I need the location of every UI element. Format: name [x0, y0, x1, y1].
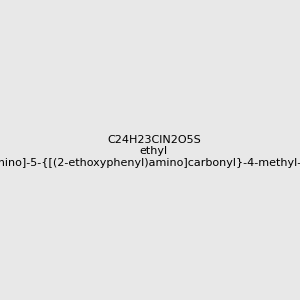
Text: C24H23ClN2O5S
ethyl 2-[(4-chlorobenzoyl)amino]-5-{[(2-ethoxyphenyl)amino]carbony: C24H23ClN2O5S ethyl 2-[(4-chlorobenzoyl)…: [0, 135, 300, 168]
